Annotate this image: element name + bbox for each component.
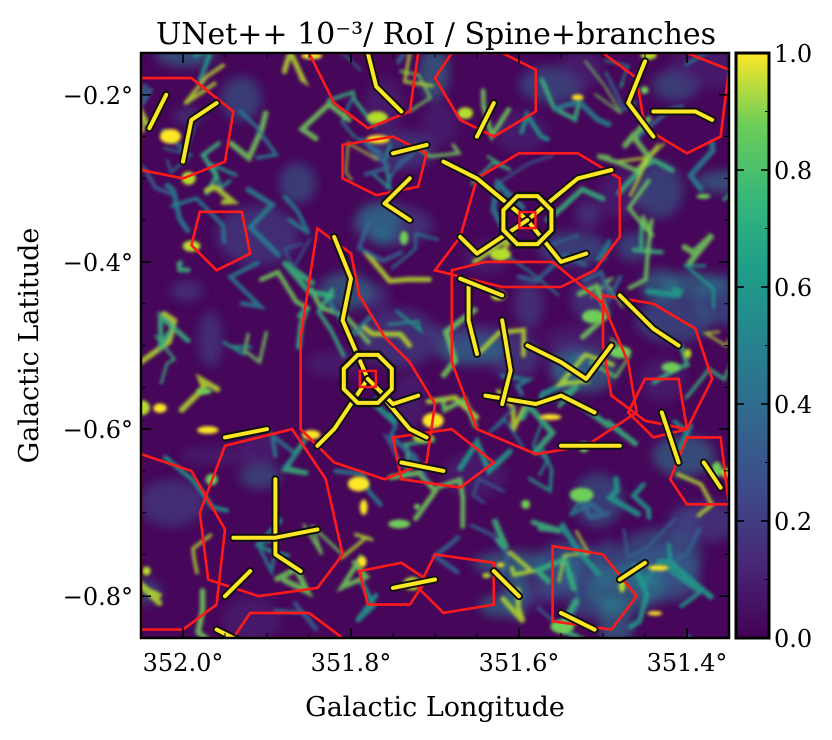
- spine-branch: [523, 341, 616, 383]
- spine-branch: [212, 625, 243, 638]
- spine-hub: [339, 350, 397, 408]
- colorbar-tick-label: 0.0: [774, 625, 812, 653]
- spine-branch: [649, 107, 717, 124]
- roi-contour: [432, 152, 622, 289]
- roi-contour: [307, 53, 420, 130]
- spine-branch: [363, 53, 406, 116]
- roi-contour: [551, 544, 639, 631]
- x-tick-label: 351.8°: [311, 649, 392, 677]
- roi-contour: [341, 135, 429, 197]
- axis-ticks: 352.0° 351.8° 351.6° 351.4° −0.2° −0.4° −0.6° −…: [63, 52, 730, 677]
- y-tick-label: −0.4°: [63, 249, 133, 277]
- spine-branch: [657, 408, 683, 467]
- y-tick-label: −0.6°: [63, 416, 133, 444]
- colorbar-tick-label: 1.0: [774, 40, 812, 68]
- spine-branch: [456, 274, 507, 300]
- spine-branch: [523, 216, 591, 266]
- colorbar-ticks: 0.0 0.2 0.4 0.6 0.8 1.0: [736, 40, 812, 653]
- roi-contour: [141, 76, 235, 180]
- roi-contour: [391, 427, 496, 489]
- spine-branch: [389, 575, 439, 592]
- roi-contour: [357, 561, 429, 606]
- roi-contour: [189, 210, 252, 272]
- roi-contour: [450, 260, 639, 456]
- roi-contour: [141, 452, 227, 631]
- colorbar-tick-label: 0.2: [774, 508, 812, 536]
- spine-branch: [699, 458, 725, 492]
- colorbar-tick-label: 0.6: [774, 274, 812, 302]
- spine-branch: [271, 475, 305, 576]
- spine-branch: [179, 99, 221, 166]
- chart-title: UNet++ 10⁻³/ RoI / Spine+branches: [156, 17, 716, 52]
- spine-branch: [498, 316, 515, 408]
- spine-branch: [481, 391, 599, 417]
- spine-branch: [221, 425, 271, 442]
- roi-contour: [433, 53, 538, 139]
- spine-branch: [615, 291, 683, 350]
- roi-contour: [668, 436, 729, 506]
- roi-contour: [198, 427, 344, 598]
- colorbar-tick-label: 0.4: [774, 391, 812, 419]
- spine-branches: [145, 53, 725, 638]
- spine-branch: [380, 174, 414, 225]
- spine-branch: [145, 90, 171, 133]
- colorbar: [734, 51, 771, 640]
- x-axis-label: Galactic Longitude: [305, 692, 565, 723]
- spine-branch: [473, 99, 498, 141]
- x-tick-label: 351.4°: [647, 649, 728, 677]
- spine-branch: [389, 140, 431, 158]
- spine-branch: [221, 567, 255, 601]
- spine-branch: [557, 608, 599, 634]
- spine-hub: [498, 191, 556, 249]
- spine-branch: [397, 458, 448, 475]
- x-tick-label: 352.0°: [143, 649, 224, 677]
- roi-contour: [231, 611, 345, 638]
- y-tick-label: −0.8°: [63, 583, 133, 611]
- spine-branch: [330, 232, 372, 383]
- spine-branch: [229, 525, 322, 542]
- colorbar-tick-label: 0.8: [774, 157, 812, 185]
- y-axis-label: Galactic Latitude: [14, 228, 45, 464]
- spine-branch: [489, 567, 523, 601]
- y-tick-label: −0.2°: [63, 82, 133, 110]
- x-tick-label: 351.6°: [479, 649, 560, 677]
- spine-branch: [624, 57, 658, 141]
- spine-branch: [615, 558, 649, 584]
- spine-branch: [464, 283, 481, 358]
